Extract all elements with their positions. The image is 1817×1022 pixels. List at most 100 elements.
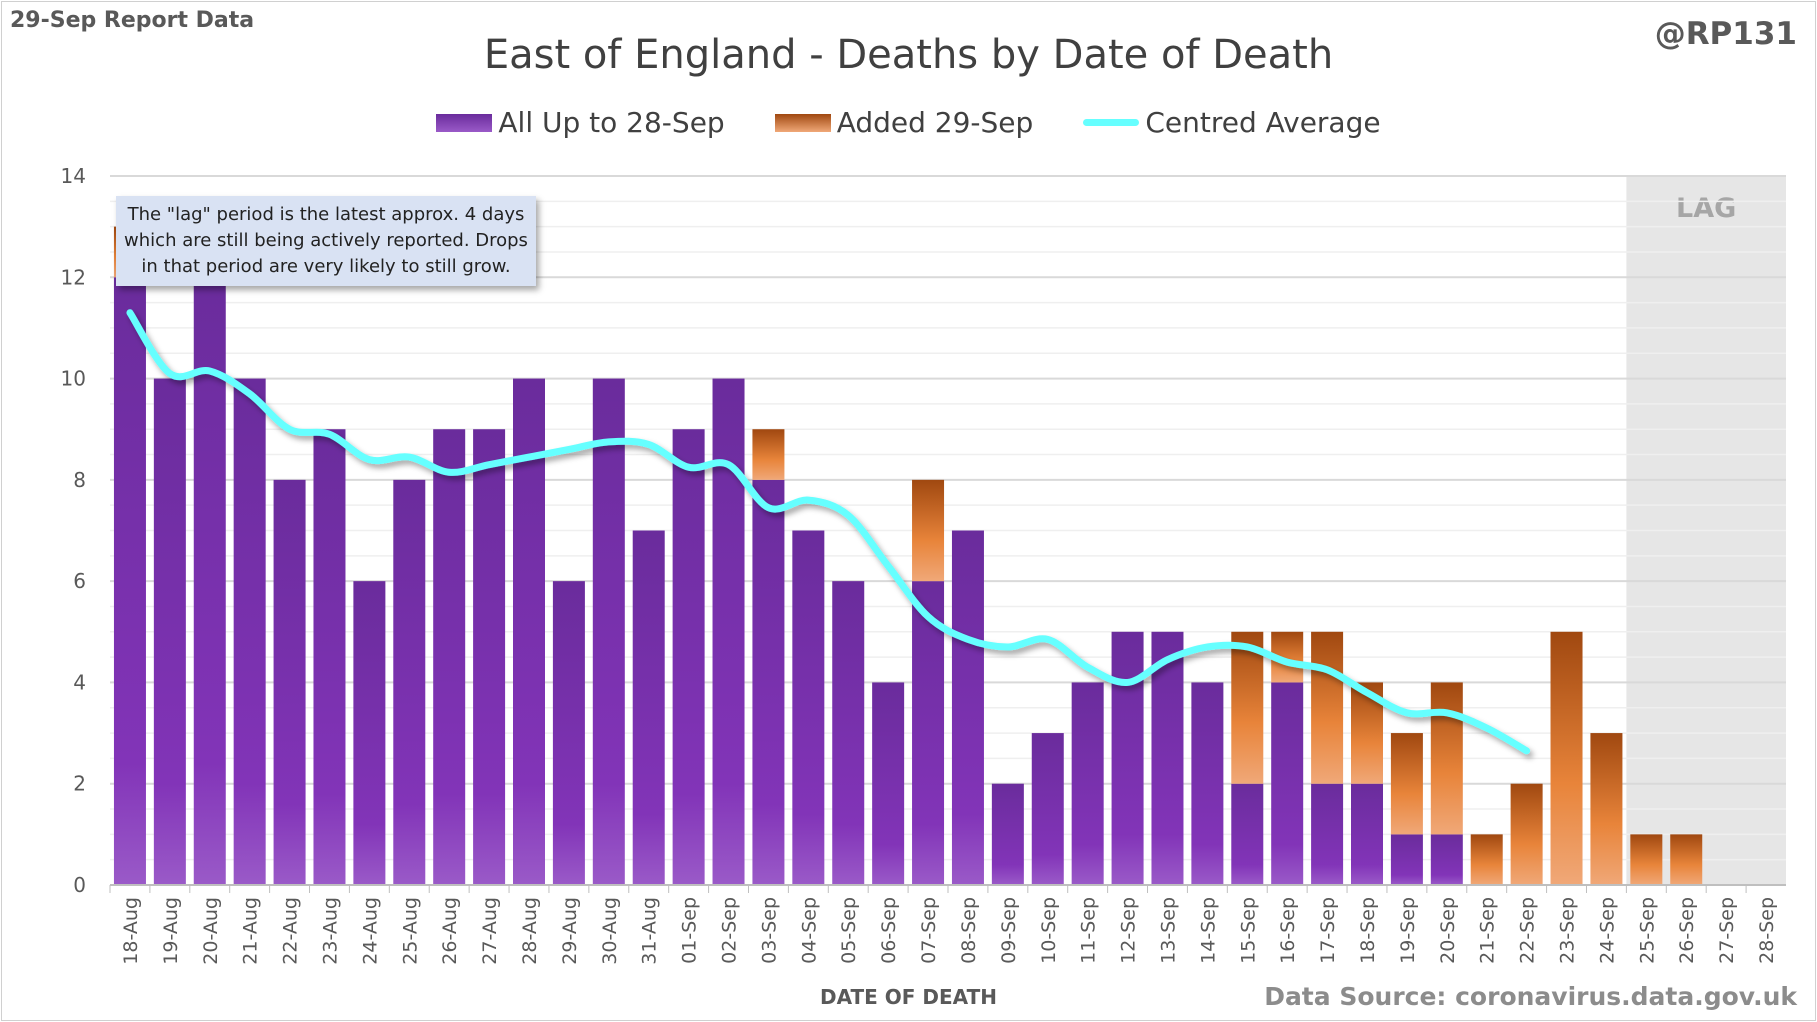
lag-note: The "lag" period is the latest approx. 4… (116, 196, 536, 286)
x-tick-label: 05-Sep (838, 897, 860, 964)
bar-all-08-Sep (951, 530, 984, 885)
x-tick-label: 29-Aug (559, 897, 581, 965)
bar-all-27-Aug (473, 429, 506, 885)
x-tick-label: 07-Sep (918, 897, 940, 964)
x-tick-label: 31-Aug (639, 897, 661, 965)
author-handle: @RP131 (1654, 16, 1797, 52)
x-tick-label: 27-Aug (479, 897, 501, 965)
bar-all-22-Aug (273, 479, 306, 885)
x-tick-label: 30-Aug (599, 897, 621, 965)
y-tick-label: 4 (73, 670, 86, 694)
x-tick-label: 23-Sep (1557, 897, 1579, 964)
y-tick-label: 2 (73, 772, 86, 796)
legend-label: Centred Average (1145, 106, 1381, 139)
bar-all-20-Sep (1430, 834, 1463, 885)
y-tick-label: 0 (73, 873, 86, 897)
x-tick-label: 18-Aug (120, 897, 142, 965)
bar-all-21-Aug (233, 378, 266, 885)
bar-added-25-Sep (1630, 834, 1663, 885)
bar-all-06-Sep (872, 682, 905, 885)
x-tick-label: 25-Sep (1636, 897, 1658, 964)
bar-added-23-Sep (1550, 631, 1583, 885)
bar-all-19-Aug (153, 378, 186, 885)
legend-label: Added 29-Sep (836, 106, 1034, 139)
x-tick-label: 02-Sep (719, 897, 741, 964)
report-date-label: 29-Sep Report Data (10, 8, 255, 33)
x-tick-label: 27-Sep (1716, 897, 1738, 964)
bar-added-19-Sep (1390, 733, 1423, 835)
bar-added-17-Sep (1311, 631, 1344, 784)
bar-all-13-Sep (1151, 631, 1184, 885)
bar-all-29-Aug (552, 581, 585, 885)
bar-all-25-Aug (393, 479, 426, 885)
bar-all-10-Sep (1031, 733, 1064, 885)
bar-all-28-Aug (513, 378, 545, 885)
bar-all-03-Sep (752, 479, 785, 885)
bar-all-23-Aug (313, 429, 346, 885)
x-tick-label: 17-Sep (1317, 897, 1339, 964)
centred-average-line (126, 309, 1531, 755)
x-tick-label: 22-Sep (1517, 897, 1539, 964)
x-tick-label: 14-Sep (1197, 897, 1219, 964)
x-tick-label: 22-Aug (280, 897, 302, 965)
bar-all-07-Sep (912, 581, 945, 885)
bar-all-12-Sep (1111, 631, 1144, 885)
bar-all-18-Aug (113, 277, 146, 885)
bar-all-14-Sep (1191, 682, 1224, 885)
x-tick-label: 28-Aug (519, 897, 541, 965)
x-tick-label: 23-Aug (319, 897, 341, 965)
legend-swatch-line (1083, 119, 1140, 126)
bar-all-17-Sep (1311, 783, 1344, 885)
bar-all-18-Sep (1351, 783, 1383, 885)
x-tick-label: 19-Aug (160, 897, 182, 965)
x-tick-label: 24-Sep (1596, 897, 1618, 964)
x-tick-label: 21-Sep (1477, 897, 1499, 964)
y-tick-label: 10 (61, 367, 86, 391)
bar-all-09-Sep (991, 783, 1024, 885)
x-tick-label: 08-Sep (958, 897, 980, 964)
legend-item-all: All Up to 28-Sep (436, 106, 725, 139)
legend-swatch-purple (436, 113, 493, 132)
x-tick-label: 18-Sep (1357, 897, 1379, 964)
x-tick-label: 01-Sep (679, 897, 701, 964)
bar-added-20-Sep (1430, 682, 1463, 835)
chart-title: East of England - Deaths by Date of Deat… (483, 32, 1334, 78)
x-tick-label: 06-Sep (878, 897, 900, 964)
x-tick-label: 04-Sep (798, 897, 820, 964)
x-tick-label: 13-Sep (1157, 897, 1179, 964)
x-tick-label: 26-Aug (439, 897, 461, 965)
x-tick-label: 24-Aug (359, 897, 381, 965)
bar-all-05-Sep (832, 581, 865, 885)
bar-all-26-Aug (433, 429, 466, 885)
legend-item-average: Centred Average (1083, 106, 1381, 139)
bar-all-31-Aug (632, 530, 665, 885)
x-tick-label: 21-Aug (240, 897, 262, 965)
x-tick-label: 20-Aug (200, 897, 222, 965)
bar-added-15-Sep (1231, 631, 1264, 784)
legend: All Up to 28-Sep Added 29-Sep Centred Av… (0, 106, 1817, 139)
bar-added-03-Sep (752, 429, 785, 480)
bar-all-19-Sep (1390, 834, 1423, 885)
x-tick-label: 15-Sep (1237, 897, 1259, 964)
bar-added-21-Sep (1470, 834, 1503, 885)
bar-added-24-Sep (1590, 733, 1623, 885)
y-tick-label: 14 (61, 164, 86, 188)
bar-all-11-Sep (1071, 682, 1104, 885)
bar-added-07-Sep (912, 479, 945, 582)
x-tick-label: 12-Sep (1118, 897, 1140, 964)
x-tick-label: 11-Sep (1078, 897, 1100, 964)
x-tick-label: 10-Sep (1038, 897, 1060, 964)
data-source: Data Source: coronavirus.data.gov.uk (1264, 982, 1797, 1011)
x-tick-label: 25-Aug (399, 897, 421, 965)
x-tick-label: 28-Sep (1756, 897, 1778, 964)
legend-label: All Up to 28-Sep (498, 106, 725, 139)
x-tick-label: 26-Sep (1676, 897, 1698, 964)
bar-all-15-Sep (1231, 783, 1264, 885)
bar-all-16-Sep (1271, 682, 1304, 885)
legend-item-added: Added 29-Sep (774, 106, 1034, 139)
x-tick-label: 16-Sep (1277, 897, 1299, 964)
bar-added-26-Sep (1670, 834, 1703, 885)
bar-added-22-Sep (1510, 783, 1543, 885)
